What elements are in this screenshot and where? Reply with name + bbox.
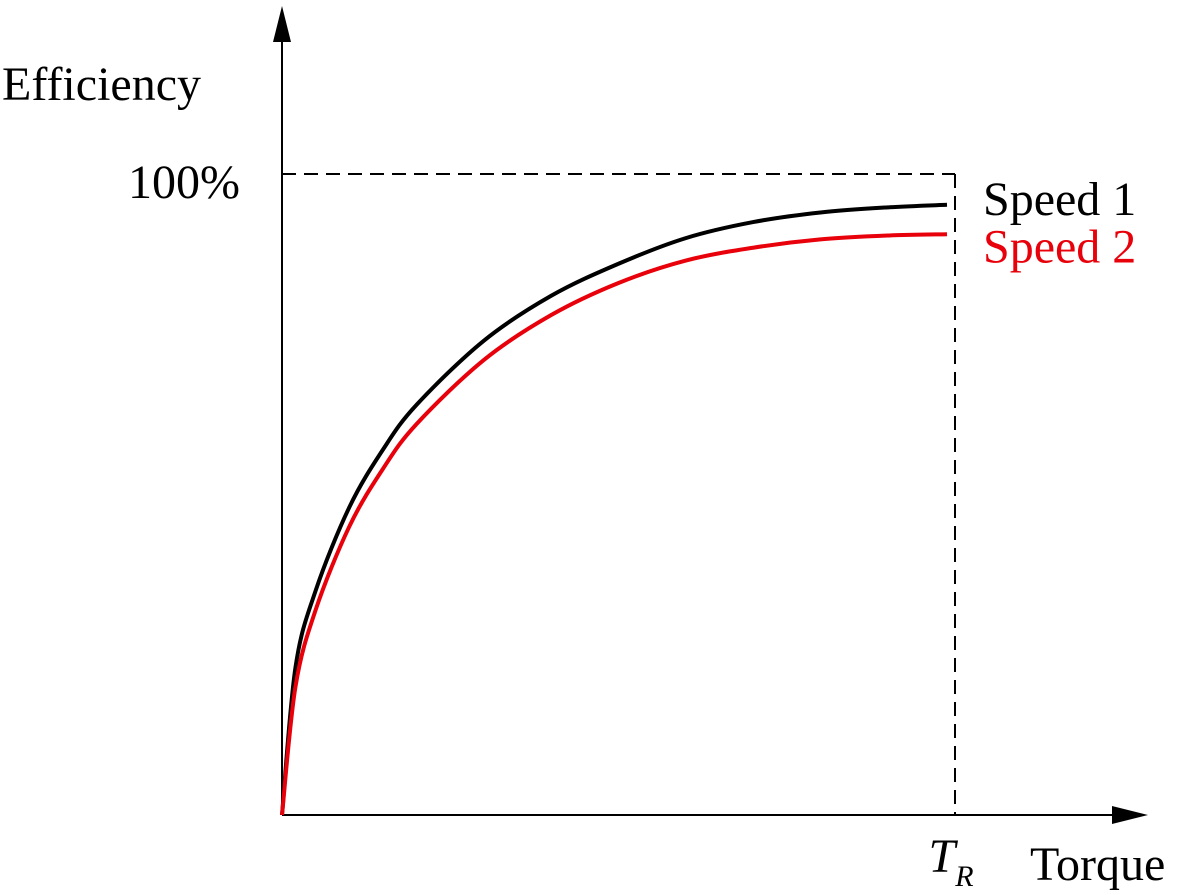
legend-speed-1: Speed 1: [983, 173, 1136, 226]
y-axis-title: Efficiency: [2, 58, 201, 111]
x-tick-subscript: R: [954, 860, 973, 893]
legend-speed-2: Speed 2: [983, 220, 1136, 273]
x-axis-arrowhead: [1112, 806, 1148, 824]
series-line-2: [280, 232, 948, 816]
series-line-1: [280, 202, 948, 816]
x-tick-main: T: [928, 830, 958, 883]
x-axis-title: Torque: [1030, 838, 1165, 891]
series-layer: [280, 202, 948, 816]
y-tick-label-100-percent: 100%: [128, 156, 240, 209]
y-axis-arrowhead: [273, 6, 291, 42]
x-tick-label-rated-torque: TR: [928, 830, 973, 893]
